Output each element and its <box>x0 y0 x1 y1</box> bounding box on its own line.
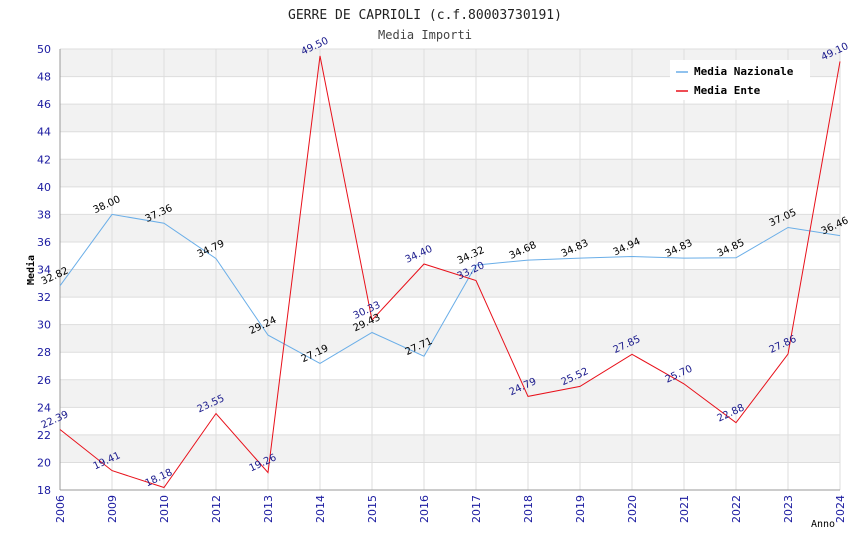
y-tick-label: 38 <box>37 208 51 221</box>
grid-band <box>60 324 840 353</box>
x-tick-label: 2019 <box>574 495 587 523</box>
chart-subtitle: Media Importi <box>378 28 472 42</box>
x-tick-label: 2024 <box>834 495 847 523</box>
y-tick-label: 24 <box>37 401 51 414</box>
y-tick-label: 34 <box>37 264 51 277</box>
x-tick-label: 2020 <box>626 495 639 523</box>
grid-band <box>60 104 840 132</box>
y-tick-label: 48 <box>37 71 51 84</box>
x-tick-label: 2006 <box>54 495 67 523</box>
grid-band <box>60 214 840 242</box>
y-tick-label: 40 <box>37 181 51 194</box>
grid-band <box>60 159 840 187</box>
grid-band <box>60 269 840 298</box>
legend-label-nazionale: Media Nazionale <box>694 65 794 78</box>
x-axis-label: Anno <box>811 519 835 530</box>
x-tick-label: 2017 <box>470 495 483 523</box>
grid-band <box>60 379 840 408</box>
y-tick-label: 30 <box>37 319 51 332</box>
series-lines <box>59 55 841 489</box>
axes <box>59 49 840 491</box>
y-tick-labels: 18 20 22 24 26 28 30 32 34 36 38 40 42 44 46 48 50 <box>37 43 51 497</box>
y-tick-label: 26 <box>37 374 51 387</box>
chart-title: GERRE DE CAPRIOLI (c.f.80003730191) <box>288 8 562 23</box>
x-tick-label: 2009 <box>106 495 119 523</box>
y-tick-label: 36 <box>37 236 51 249</box>
y-tick-label: 22 <box>37 429 51 442</box>
x-tick-label: 2018 <box>522 495 535 523</box>
x-tick-label: 2014 <box>314 495 327 523</box>
y-tick-label: 28 <box>37 346 51 359</box>
x-tick-label: 2013 <box>262 495 275 523</box>
y-tick-label: 42 <box>37 153 51 166</box>
y-tick-label: 18 <box>37 484 51 497</box>
legend: Media Nazionale Media Ente <box>670 60 810 100</box>
series-line-media-nazionale <box>59 213 841 364</box>
x-tick-label: 2015 <box>366 495 379 523</box>
x-tick-label: 2012 <box>210 495 223 523</box>
x-tick-label: 2016 <box>418 495 431 523</box>
x-tick-label: 2023 <box>782 495 795 523</box>
y-tick-label: 32 <box>37 291 51 304</box>
series-line-media-ente <box>59 55 841 489</box>
x-tick-label: 2022 <box>730 495 743 523</box>
y-tick-label: 50 <box>37 43 51 56</box>
legend-label-ente: Media Ente <box>694 84 761 97</box>
y-tick-label: 44 <box>37 126 51 139</box>
y-tick-label: 20 <box>37 456 51 469</box>
legend-box <box>670 60 810 100</box>
grid-band <box>60 434 840 463</box>
x-tick-label: 2010 <box>158 495 171 523</box>
y-axis-label: Media <box>25 255 37 285</box>
x-tick-label: 2021 <box>678 495 691 523</box>
x-tick-labels: 2006 2009 2010 2012 2013 2014 2015 2016 2017 2018… <box>54 495 847 523</box>
y-tick-label: 46 <box>37 98 51 111</box>
